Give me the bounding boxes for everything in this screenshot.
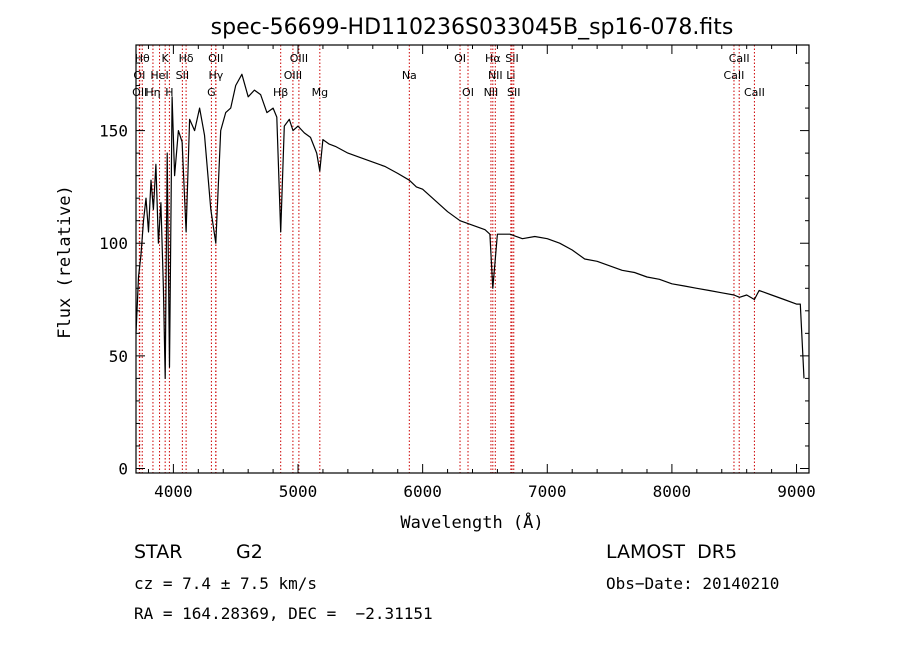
survey-name: LAMOST DR5 <box>606 541 738 563</box>
object-class: STAR <box>134 541 183 563</box>
x-tick-label: 9000 <box>777 482 816 501</box>
line-marker-label: OIII <box>290 52 308 65</box>
x-tick-label: 5000 <box>279 482 318 501</box>
axis-ticks: 4000 5000 6000 7000 8000 9000 0 50 100 150 <box>99 45 816 501</box>
line-marker-label: K <box>162 52 170 65</box>
x-tick-label: 6000 <box>403 482 442 501</box>
line-marker-label: OI <box>462 86 474 99</box>
redshift-cz: cz = 7.4 ± 7.5 km/s <box>134 574 318 593</box>
y-tick-label: 50 <box>109 347 128 366</box>
line-marker-label: Hα <box>485 52 501 65</box>
x-axis-label: Wavelength (Å) <box>400 511 543 533</box>
line-marker-label: Hη <box>145 86 160 99</box>
line-marker-label: NII <box>488 69 503 82</box>
x-tick-label: 7000 <box>528 482 567 501</box>
line-marker-label: Na <box>402 69 417 82</box>
x-tick-label: 4000 <box>154 482 193 501</box>
line-marker-label: SII <box>507 86 520 99</box>
line-marker-label: H <box>165 86 173 99</box>
line-marker-label: Mg <box>312 86 328 99</box>
x-tick-label: 8000 <box>653 482 692 501</box>
line-marker-label: HeI <box>150 69 168 82</box>
line-marker-label: CaII <box>729 52 750 65</box>
y-tick-label: 100 <box>99 234 128 253</box>
object-subclass: G2 <box>236 541 263 563</box>
line-marker-label: OIII <box>284 69 302 82</box>
y-tick-label: 150 <box>99 122 128 141</box>
line-marker-label: Hβ <box>273 86 288 99</box>
line-marker-label: CaII <box>744 86 765 99</box>
line-marker-label: Hγ <box>208 69 223 82</box>
chart-title: spec-56699-HD110236S033045B_sp16-078.fit… <box>211 15 734 40</box>
line-marker-label: CaII <box>724 69 745 82</box>
line-marker-label: OI <box>454 52 466 65</box>
line-markers: Hθ K Hδ OII OIII OI Hα SII CaII OI HeI SII Hγ OIII Na N… <box>132 45 765 473</box>
y-axis-label: Flux (relative) <box>55 185 75 339</box>
line-marker-label: G <box>207 86 216 99</box>
line-marker-label: OI <box>133 69 145 82</box>
line-marker-label: Hθ <box>135 52 150 65</box>
ra-dec: RA = 164.28369, DEC = −2.31151 <box>134 604 433 623</box>
obs-date: Obs−Date: 20140210 <box>606 574 780 593</box>
line-marker-label: SII <box>505 52 518 65</box>
line-marker-label: NII <box>484 86 499 99</box>
line-marker-label: SII <box>176 69 189 82</box>
line-marker-label: Li <box>506 69 515 82</box>
line-marker-label: Hδ <box>179 52 194 65</box>
line-marker-label: OII <box>208 52 223 65</box>
y-tick-label: 0 <box>118 459 128 478</box>
spectrum-line <box>135 73 805 379</box>
plot-frame <box>135 44 810 474</box>
